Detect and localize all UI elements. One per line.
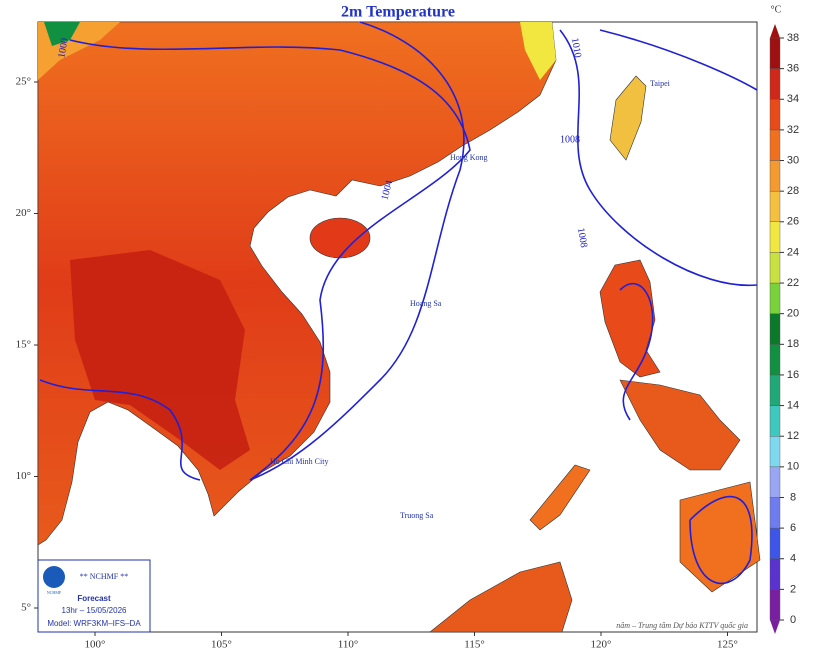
colorbar-segment (769, 190, 781, 222)
colorbar-label: 24 (787, 246, 799, 258)
info-title: Forecast (77, 594, 111, 603)
isobar (559, 29, 758, 287)
colorbar-label: 8 (790, 491, 796, 503)
x-tick-label: 120° (591, 639, 612, 651)
colorbar-segment (769, 466, 781, 498)
logo (43, 566, 65, 588)
logo-text: NCHMF (47, 590, 62, 595)
hainan (309, 217, 371, 259)
colorbar-segment (769, 344, 781, 376)
info-model: Model: WRF3KM–IFS–DA (47, 619, 141, 628)
mindanao (679, 481, 761, 593)
colorbar-segment (769, 282, 781, 314)
luzon (599, 259, 661, 378)
colorbar-label: 20 (787, 308, 799, 320)
isobar-label: 1004 (379, 179, 395, 201)
x-tick-label: 105° (211, 639, 232, 651)
isobar-label: 1008 (560, 134, 580, 145)
colorbar-label: 6 (790, 522, 796, 534)
colorbar-segment (769, 252, 781, 284)
credit: nâm – Trung tâm Dự báo KTTV quốc gia (616, 621, 748, 630)
isobar-label: 1010 (569, 37, 583, 59)
colorbar-segment (769, 221, 781, 253)
colorbar-segment (769, 129, 781, 161)
colorbar-label: 14 (787, 399, 799, 411)
palawan (529, 464, 591, 531)
borneo (429, 561, 573, 633)
y-tick-label: 10° (16, 470, 31, 482)
isobar-label: 1008 (575, 227, 589, 249)
place-label: Taipei (650, 79, 671, 88)
cool-zone (520, 22, 556, 80)
info-box: NCHMF ** NCHMF ** Forecast 13hr – 15/05/… (37, 559, 151, 633)
colorbar-label: 30 (787, 154, 799, 166)
colorbar-label: 38 (787, 32, 799, 44)
isobar (619, 283, 654, 421)
y-tick-label: 20° (16, 207, 31, 219)
x-tick-label: 125° (717, 639, 738, 651)
taiwan (609, 75, 647, 161)
colorbar-label: 0 (790, 614, 796, 626)
x-tick-label: 100° (85, 639, 106, 651)
colorbar-label: 22 (787, 277, 799, 289)
map-title: 2m Temperature (341, 4, 455, 21)
colorbar-label: 4 (790, 553, 796, 565)
y-tick-label: 25° (16, 76, 31, 88)
colorbar-segment (769, 527, 781, 559)
colorbar-arrow (770, 24, 780, 38)
colorbar-label: 12 (787, 430, 799, 442)
colorbar-segment (769, 68, 781, 100)
isobar (69, 39, 471, 481)
visayas (619, 379, 741, 471)
unit-label: °C (771, 4, 782, 15)
map-area: 1000 1010 1004 1008 1008 Taipei Hong Kon… (37, 21, 761, 633)
colorbar-label: 34 (787, 93, 799, 105)
colorbar-segment (769, 589, 781, 621)
cool-zone (44, 22, 80, 46)
place-label: Hoang Sa (410, 299, 442, 308)
y-tick-label: 5° (21, 602, 31, 614)
colorbar-segment (769, 558, 781, 590)
info-agency: ** NCHMF ** (80, 572, 128, 581)
place-label: Truong Sa (400, 511, 434, 520)
colorbar-segment (769, 160, 781, 192)
colorbar-segment (769, 405, 781, 437)
x-tick-label: 115° (464, 639, 485, 651)
colorbar-label: 36 (787, 63, 799, 75)
colorbar-label: 2 (790, 583, 796, 595)
info-time: 13hr – 15/05/2026 (62, 606, 127, 615)
place-label: Ho Chi Minh City (270, 457, 328, 466)
colorbar-label: 28 (787, 185, 799, 197)
isobar-label: 1000 (56, 37, 70, 59)
colorbar-segment (769, 313, 781, 345)
colorbar-label: 10 (787, 461, 799, 473)
y-tick-label: 15° (16, 339, 31, 351)
colorbar-segment (769, 374, 781, 406)
isobar (249, 21, 465, 481)
isobar (599, 29, 758, 91)
colorbar-label: 18 (787, 338, 799, 350)
x-tick-label: 110° (338, 639, 359, 651)
isobar (689, 495, 753, 585)
colorbar-segment (769, 436, 781, 468)
place-label: Hong Kong (450, 153, 488, 162)
colorbar-label: 16 (787, 369, 799, 381)
colorbar-arrow (770, 620, 780, 634)
colorbar-label: 32 (787, 124, 799, 136)
isobar (39, 379, 201, 481)
colorbar-segment (769, 99, 781, 131)
colorbar-label: 26 (787, 216, 799, 228)
colorbar-segment (769, 497, 781, 529)
hot-zone (70, 250, 250, 470)
colorbar-segment (769, 37, 781, 69)
